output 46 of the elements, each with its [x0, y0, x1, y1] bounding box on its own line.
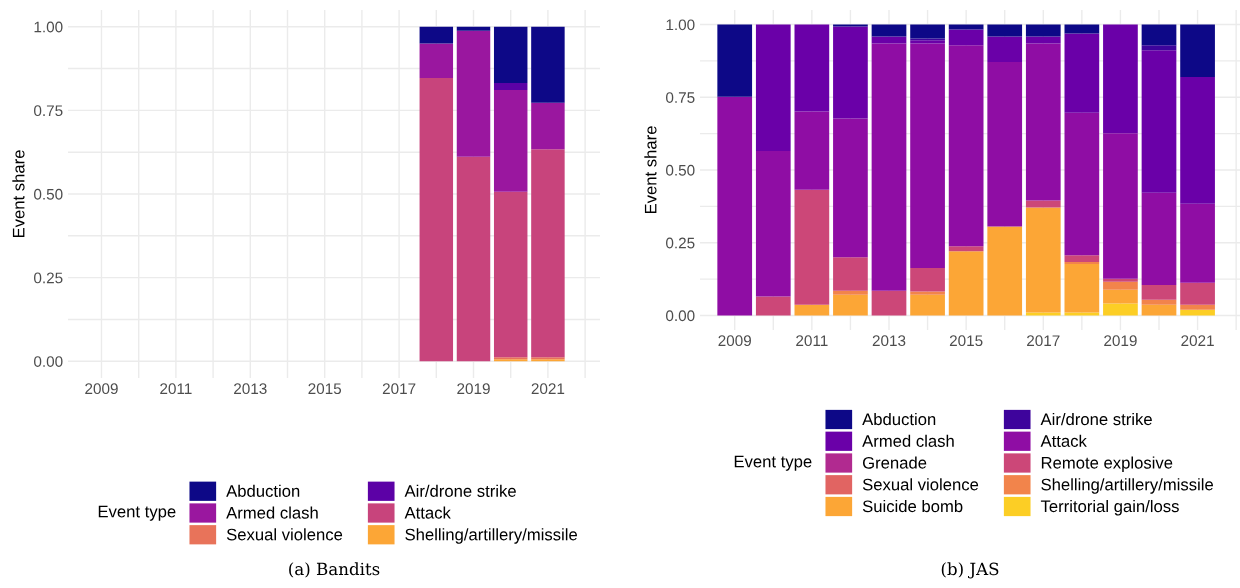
legend-label: Shelling/artillery/missile [1041, 478, 1213, 494]
legend-title: Event type [734, 455, 812, 471]
legend-label: Remote explosive [1041, 456, 1173, 472]
legend-label: Air/drone strike [1040, 412, 1152, 426]
y-tick-label: 0.75 [34, 105, 63, 117]
x-tick-label: 2021 [531, 383, 565, 395]
y-axis-title: Event share [644, 126, 657, 214]
y-tick-label: 0.00 [34, 356, 63, 367]
text: (a) Bandits [289, 562, 380, 578]
x-tick-label: 2009 [718, 335, 751, 347]
legend-label: Shelling/artillery/missile [405, 528, 577, 544]
legend-label: Attack [404, 506, 451, 519]
legend-label: Abduction [226, 484, 300, 497]
legend-label: Abduction [862, 412, 936, 426]
x-tick-label: 2017 [382, 383, 416, 395]
legend-title: Event type [98, 505, 176, 521]
y-tick-label: 0.50 [666, 164, 695, 176]
y-tick-label: 1.00 [34, 21, 63, 33]
y-tick-label: 0.75 [666, 92, 695, 103]
x-tick-label: 2011 [160, 383, 192, 395]
x-tick-label: 2019 [457, 383, 490, 395]
y-tick-label: 1.00 [666, 19, 695, 31]
legend-label: Air/drone strike [404, 484, 516, 497]
x-tick-label: 2009 [85, 383, 118, 395]
legend-label: Attack [1040, 434, 1087, 447]
legend-label: Territorial gain/loss [1040, 499, 1179, 516]
legend-label: Armed clash [862, 434, 954, 447]
legend-label: Sexual violence [226, 528, 343, 541]
y-axis-title: Event share [12, 150, 25, 238]
x-tick-label: 2017 [1027, 335, 1060, 347]
legend-label: Grenade [862, 456, 927, 469]
y-tick-label: 0.00 [666, 310, 695, 322]
text: (b) JAS [941, 562, 999, 579]
legend-label: Sexual violence [862, 478, 979, 491]
x-tick-label: 2015 [308, 383, 342, 395]
legend-label: Suicide bomb [862, 499, 963, 513]
y-tick-label: 0.25 [34, 272, 63, 284]
x-tick-label: 2021 [1181, 335, 1214, 347]
x-tick-label: 2015 [949, 335, 983, 347]
x-tick-label: 2013 [234, 383, 267, 395]
x-tick-label: 2019 [1104, 335, 1137, 347]
y-tick-label: 0.25 [666, 237, 695, 249]
x-tick-label: 2013 [872, 335, 906, 347]
legend-label: Armed clash [226, 506, 318, 519]
y-tick-label: 0.50 [34, 188, 63, 200]
x-tick-label: 2011 [796, 335, 828, 347]
